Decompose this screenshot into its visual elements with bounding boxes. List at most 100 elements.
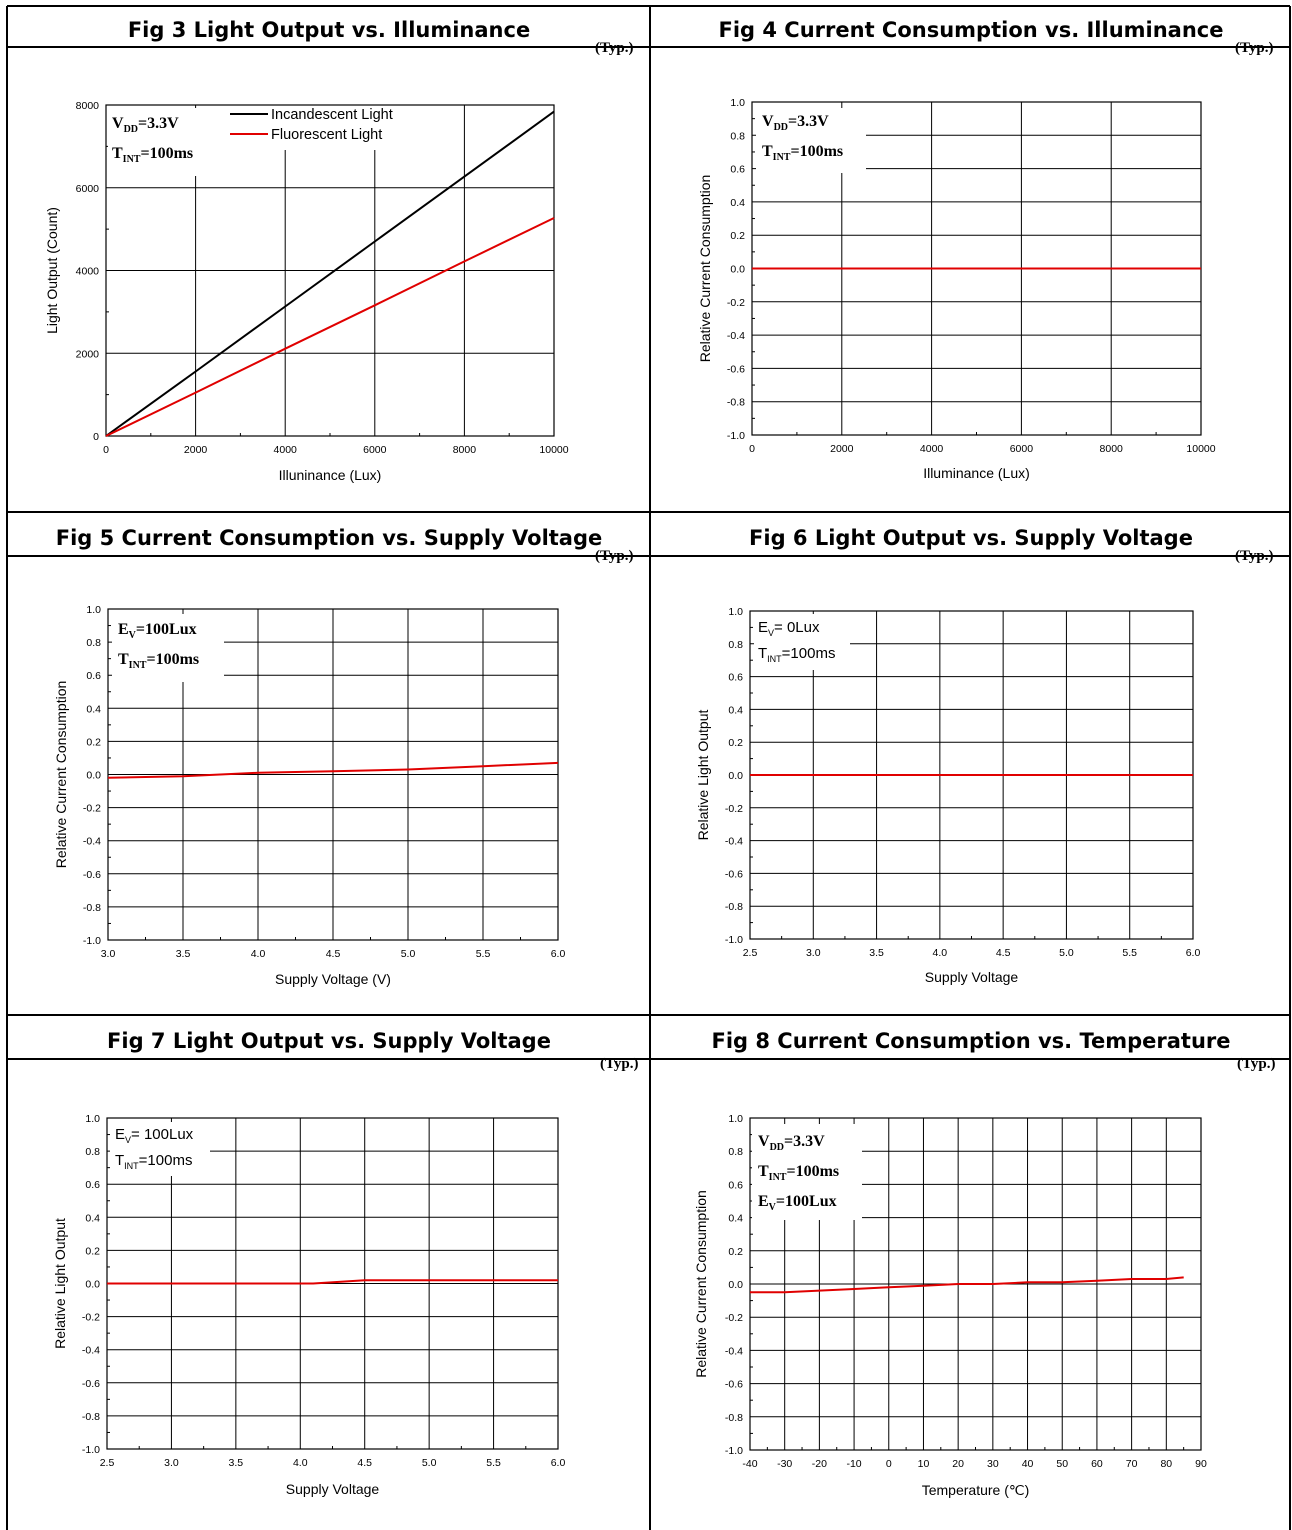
chart-title: Fig 6 Light Output vs. Supply Voltage [749,526,1193,550]
y-tick-label: -0.4 [83,836,101,848]
series-line-1 [750,1276,1184,1294]
chart-title: Fig 5 Current Consumption vs. Supply Vol… [55,526,603,550]
y-tick-label: 0.8 [728,639,743,651]
x-tick-label: 0 [749,443,755,455]
y-tick-label: 0.0 [728,1279,743,1291]
x-tick-label: 6.0 [551,948,566,960]
x-tick-label: 3.5 [176,948,191,960]
x-tick-label: 2000 [830,443,854,455]
x-tick-label: 4.5 [326,948,341,960]
y-tick-label: 0.4 [728,704,743,716]
y-tick-label: -0.2 [83,803,101,815]
y-tick-label: 0.6 [86,670,101,682]
annotation-text: VDD=3.3V [762,113,829,133]
y-tick-label: 0.8 [730,130,745,142]
annotation-value: =100Lux [776,1193,837,1210]
y-tick-label: 2000 [76,348,100,360]
x-tick-label: -10 [846,1458,861,1470]
annotation-text: VDD=3.3V [112,115,179,135]
annotation-text: TINT=100ms [758,645,835,664]
annotation-value: =100Lux [136,621,197,638]
y-tick-label: 1.0 [85,1113,100,1125]
annotation-subscript: INT [123,154,141,165]
typ-label: (Typ.) [1235,548,1274,564]
annotation-value: = 0Lux [774,619,820,636]
y-tick-label: -0.2 [727,297,745,309]
y-tick-label: -0.4 [82,1345,100,1357]
annotation-text: EV=100Lux [758,1193,837,1213]
y-tick-label: 8000 [76,100,100,112]
annotation-box [110,1122,210,1176]
y-tick-label: -0.6 [725,1379,743,1391]
annotation-text: TINT=100ms [112,145,193,165]
annotation-subscript: INT [773,152,791,163]
x-tick-label: 30 [987,1458,999,1470]
annotation-subscript: INT [129,660,147,671]
annotation-subscript: DD [770,1142,784,1153]
annotation-text: TINT=100ms [115,1152,192,1171]
typ-label: (Typ.) [1237,1056,1276,1072]
annotation-value: =3.3V [784,1133,825,1150]
series-line-2 [105,217,555,437]
x-tick-label: 3.0 [101,948,116,960]
annotation-main: E [115,1126,125,1143]
y-tick-label: 1.0 [728,1113,743,1125]
y-tick-label: 0.2 [730,230,745,242]
y-tick-label: 0.0 [85,1279,100,1291]
annotation-text: TINT=100ms [762,143,843,163]
annotation-main: T [762,143,773,160]
annotation-main: E [118,621,129,638]
annotation-subscript: INT [767,654,782,664]
x-tick-label: 6.0 [551,1457,566,1469]
x-tick-label: 80 [1160,1458,1172,1470]
y-tick-label: 6000 [76,183,100,195]
annotation-value: =100ms [146,651,199,668]
y-tick-label: 0.6 [728,672,743,684]
annotation-main: E [758,1193,769,1210]
annotation-text: VDD=3.3V [758,1133,825,1153]
annotation-value: =100ms [140,145,193,162]
typ-label: (Typ.) [595,548,634,564]
x-tick-label: 6000 [363,444,387,456]
y-tick-label: 1.0 [728,606,743,618]
y-tick-label: 0.4 [85,1212,100,1224]
x-axis-label: Supply Voltage [286,1481,380,1497]
x-axis-label: Illuminance (Lux) [923,465,1030,481]
legend-label: Incandescent Light [271,107,393,123]
x-tick-label: 2.5 [100,1457,115,1469]
y-tick-label: -0.8 [82,1411,100,1423]
plot-area [749,1117,1202,1451]
series-line-1 [107,761,559,779]
y-tick-label: -0.4 [727,330,745,342]
y-tick-label: -0.8 [727,397,745,409]
x-axis-label: Supply Voltage [925,969,1019,985]
y-tick-label: -1.0 [83,935,101,947]
x-tick-label: 5.5 [1122,947,1137,959]
x-tick-label: 8000 [1100,443,1124,455]
chart-title: Fig 8 Current Consumption vs. Temperatur… [711,1029,1231,1053]
y-tick-label: 0.4 [730,197,745,209]
y-tick-label: 4000 [76,266,100,278]
annotation-box [108,108,226,176]
y-tick-label: -1.0 [727,430,745,442]
typ-label: (Typ.) [600,1056,639,1072]
y-axis-label: Relative Light Output [695,710,711,841]
x-tick-label: 4.0 [293,1457,308,1469]
series-line-1 [105,110,555,437]
annotation-subscript: V [768,628,774,638]
y-tick-label: 0.4 [728,1213,743,1225]
annotation-value: =100ms [790,143,843,160]
x-tick-label: 5.5 [486,1457,501,1469]
annotation-value: =3.3V [138,115,179,132]
y-tick-label: 0.6 [85,1179,100,1191]
series-line-1 [107,1279,558,1285]
annotation-box [752,1124,862,1220]
y-axis-label: Relative Current Consumption [693,1190,709,1378]
x-axis-label: Illuninance (Lux) [279,467,382,483]
y-tick-label: 0.2 [728,737,743,749]
legend-box [226,104,420,150]
